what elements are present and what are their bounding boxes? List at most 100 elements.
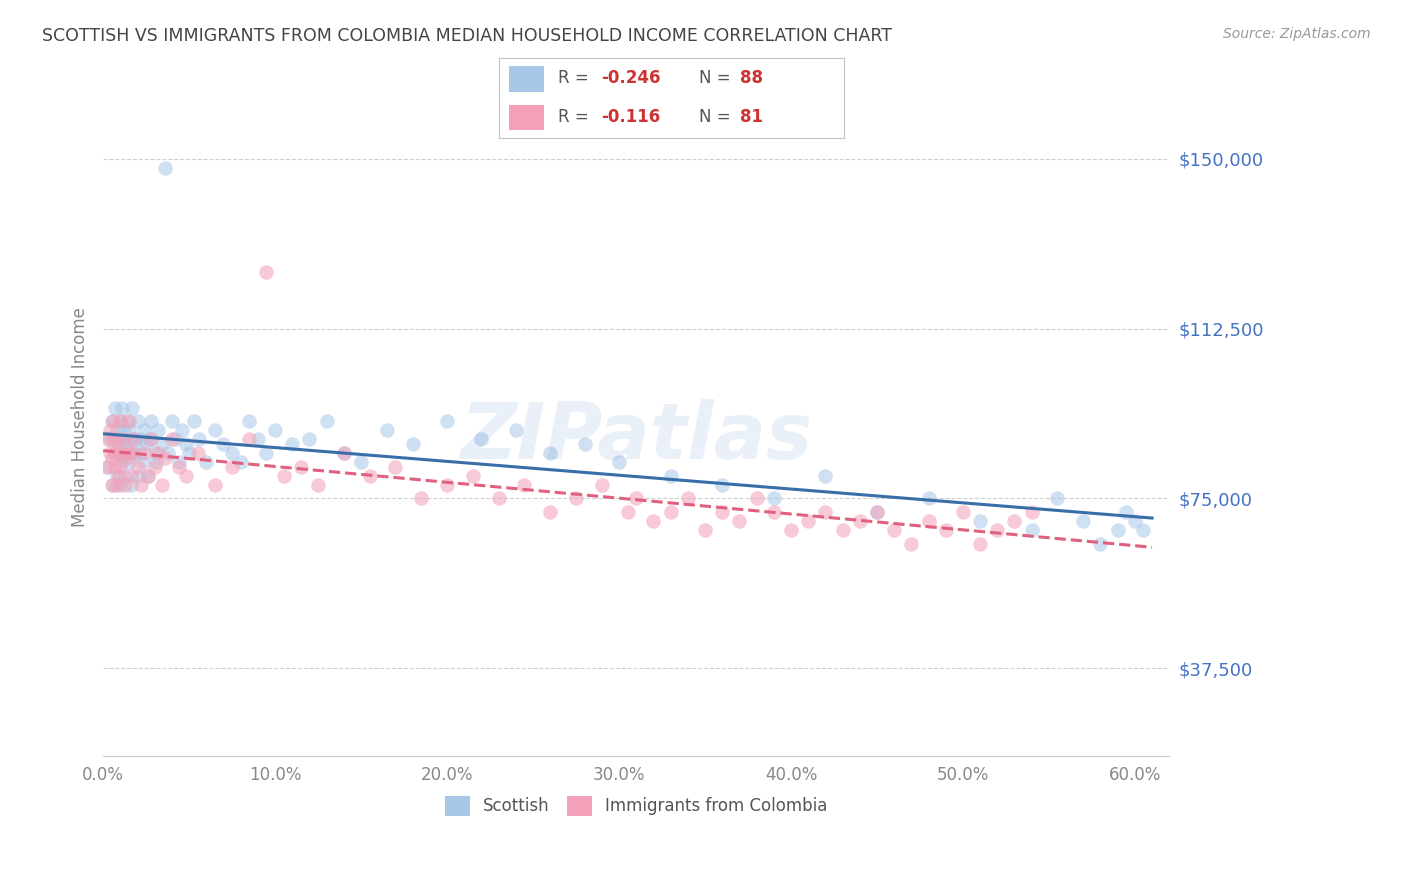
Point [307, 477, 329, 491]
Point [103, 414, 125, 428]
Text: 88: 88 [741, 70, 763, 87]
Point [461, 468, 484, 483]
Point [350, 455, 373, 469]
Point [780, 523, 803, 537]
Point [107, 437, 129, 451]
Point [104, 446, 127, 460]
Point [135, 437, 157, 451]
Point [538, 505, 561, 519]
Point [138, 433, 160, 447]
Point [118, 424, 141, 438]
Point [298, 433, 321, 447]
Point [359, 468, 381, 483]
Point [112, 450, 135, 465]
Point [114, 477, 136, 491]
Point [900, 536, 922, 550]
Point [212, 437, 235, 451]
Point [141, 433, 163, 447]
Point [167, 455, 190, 469]
Point [105, 468, 128, 483]
Point [121, 401, 143, 415]
Point [384, 459, 406, 474]
Point [153, 450, 176, 465]
Point [104, 459, 127, 474]
Point [745, 491, 768, 506]
Point [1021, 523, 1043, 537]
Point [131, 455, 153, 469]
Point [100, 450, 122, 465]
Point [187, 446, 209, 460]
Point [174, 437, 197, 451]
Point [127, 459, 149, 474]
Point [100, 477, 122, 491]
Text: -0.246: -0.246 [600, 70, 661, 87]
Point [111, 446, 134, 460]
Point [160, 414, 183, 428]
Point [917, 491, 939, 506]
Point [115, 414, 138, 428]
Point [256, 265, 278, 279]
Point [1115, 505, 1137, 519]
Point [1107, 523, 1129, 537]
Y-axis label: Median Household Income: Median Household Income [72, 307, 89, 527]
Point [160, 433, 183, 447]
Point [814, 505, 837, 519]
Point [105, 477, 128, 491]
Point [98, 424, 121, 438]
Point [711, 505, 734, 519]
Point [762, 491, 785, 506]
Point [110, 459, 132, 474]
Point [97, 433, 120, 447]
Point [401, 437, 423, 451]
Point [127, 414, 149, 428]
Point [146, 424, 169, 438]
Text: R =: R = [558, 70, 593, 87]
Point [134, 424, 156, 438]
Point [917, 514, 939, 528]
Point [103, 433, 125, 447]
Point [103, 477, 125, 491]
Point [952, 505, 974, 519]
Point [607, 455, 630, 469]
Point [538, 446, 561, 460]
Point [120, 477, 142, 491]
Point [866, 505, 889, 519]
Point [797, 514, 820, 528]
Point [488, 491, 510, 506]
Point [643, 514, 665, 528]
Point [1132, 523, 1154, 537]
Point [122, 446, 145, 460]
Point [470, 433, 492, 447]
Point [114, 437, 136, 451]
Point [118, 414, 141, 428]
Point [375, 424, 398, 438]
Point [136, 468, 159, 483]
Point [814, 468, 837, 483]
Point [616, 505, 638, 519]
Point [728, 514, 751, 528]
Point [111, 433, 134, 447]
Point [883, 523, 905, 537]
Point [104, 446, 127, 460]
Text: Source: ZipAtlas.com: Source: ZipAtlas.com [1223, 27, 1371, 41]
Point [98, 433, 121, 447]
Point [711, 477, 734, 491]
Point [107, 446, 129, 460]
Point [98, 446, 121, 460]
Point [100, 414, 122, 428]
Point [264, 424, 287, 438]
Point [659, 505, 682, 519]
Point [986, 523, 1008, 537]
Point [693, 523, 716, 537]
Point [107, 468, 129, 483]
Point [112, 424, 135, 438]
Point [831, 523, 853, 537]
Point [143, 459, 166, 474]
Point [565, 491, 588, 506]
Point [165, 433, 187, 447]
Point [110, 414, 132, 428]
Point [204, 424, 226, 438]
Point [115, 450, 138, 465]
Point [167, 459, 190, 474]
FancyBboxPatch shape [509, 66, 544, 92]
